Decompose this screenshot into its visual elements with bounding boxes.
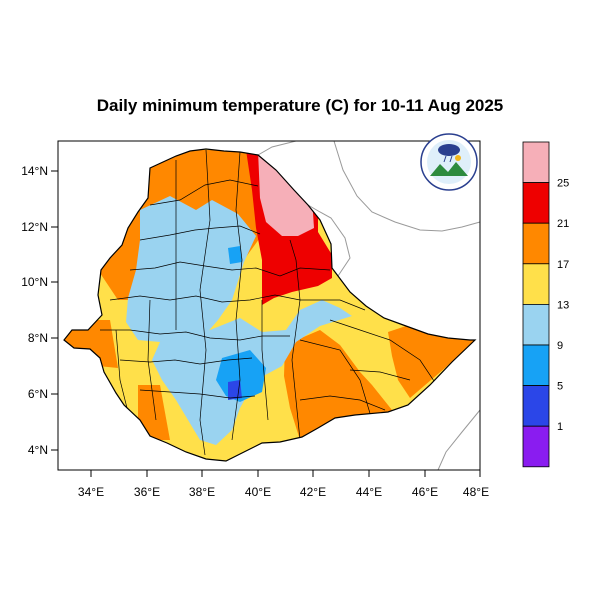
colorbar-label: 25 (557, 178, 569, 190)
colorbar-label: 17 (557, 259, 569, 271)
x-tick-label: 46°E (412, 485, 438, 499)
colorbar-label: 13 (557, 299, 569, 311)
y-tick-label: 8°N (28, 331, 48, 345)
map-title: Daily minimum temperature (C) for 10-11 … (96, 96, 504, 115)
colorbar-swatch (522, 141, 550, 183)
colorbar-swatch (522, 344, 550, 386)
colorbar-swatch (522, 182, 550, 224)
field-coldest (228, 380, 242, 400)
y-axis-ticks (51, 170, 58, 451)
colorbar-swatch (522, 222, 550, 265)
colorbar: 25 21 17 13 9 5 1 (522, 141, 569, 468)
colorbar-label: 21 (557, 218, 569, 230)
colorbar-swatch (522, 303, 550, 346)
x-tick-label: 44°E (356, 485, 382, 499)
y-tick-label: 6°N (28, 387, 48, 401)
x-tick-label: 48°E (463, 485, 489, 499)
field-orange-omo (138, 385, 170, 440)
y-tick-label: 12°N (21, 220, 48, 234)
colorbar-swatch (522, 385, 550, 427)
y-tick-label: 4°N (28, 443, 48, 457)
colorbar-label: 1 (557, 421, 563, 433)
colorbar-swatch (522, 425, 550, 468)
field-orange-gambela (64, 320, 118, 368)
colorbar-label: 9 (557, 340, 563, 352)
temperature-field (64, 149, 475, 461)
x-tick-label: 40°E (245, 485, 271, 499)
field-cool-west (144, 300, 160, 332)
x-tick-label: 34°E (78, 485, 104, 499)
admin-boundaries (100, 149, 441, 456)
x-axis-ticks (90, 470, 481, 477)
plot-frame (57, 140, 481, 471)
y-tick-label: 10°N (21, 275, 48, 289)
field-cold-north (228, 246, 242, 264)
x-tick-label: 38°E (189, 485, 215, 499)
colorbar-swatch (522, 263, 550, 305)
institute-logo (420, 133, 478, 191)
x-tick-label: 42°E (300, 485, 326, 499)
y-tick-label: 14°N (21, 164, 48, 178)
x-tick-label: 36°E (134, 485, 160, 499)
colorbar-label: 5 (557, 381, 563, 393)
